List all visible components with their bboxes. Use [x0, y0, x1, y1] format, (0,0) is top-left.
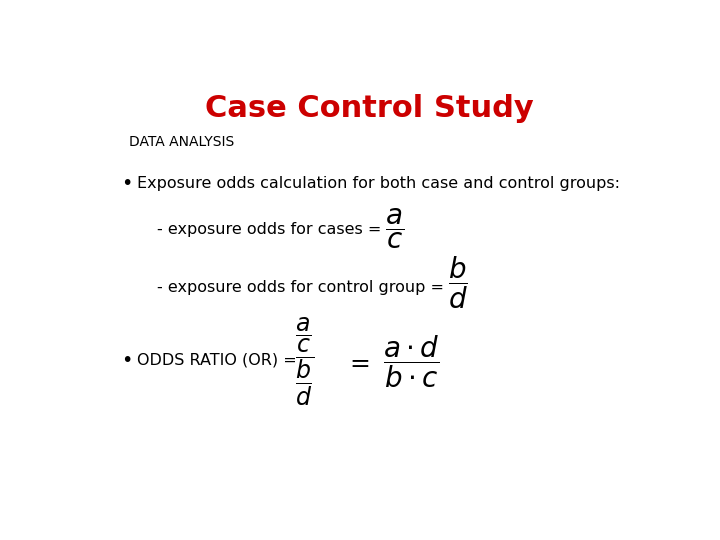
Text: ODDS RATIO (OR) =: ODDS RATIO (OR) =	[138, 353, 302, 368]
Text: •: •	[121, 174, 132, 193]
Text: $\dfrac{a \cdot d}{b \cdot c}$: $\dfrac{a \cdot d}{b \cdot c}$	[382, 334, 439, 390]
Text: •: •	[121, 350, 132, 369]
Text: Exposure odds calculation for both case and control groups:: Exposure odds calculation for both case …	[138, 176, 621, 191]
Text: $\dfrac{a}{c}$: $\dfrac{a}{c}$	[384, 207, 404, 252]
Text: - exposure odds for cases =: - exposure odds for cases =	[157, 221, 387, 237]
Text: DATA ANALYSIS: DATA ANALYSIS	[129, 134, 234, 149]
Text: $=$: $=$	[346, 350, 370, 374]
Text: - exposure odds for control group =: - exposure odds for control group =	[157, 280, 449, 295]
Text: $\dfrac{\dfrac{a}{c}}{\dfrac{b}{d}}$: $\dfrac{\dfrac{a}{c}}{\dfrac{b}{d}}$	[295, 316, 315, 408]
Text: $\dfrac{b}{d}$: $\dfrac{b}{d}$	[449, 255, 468, 312]
Text: Case Control Study: Case Control Study	[204, 94, 534, 123]
